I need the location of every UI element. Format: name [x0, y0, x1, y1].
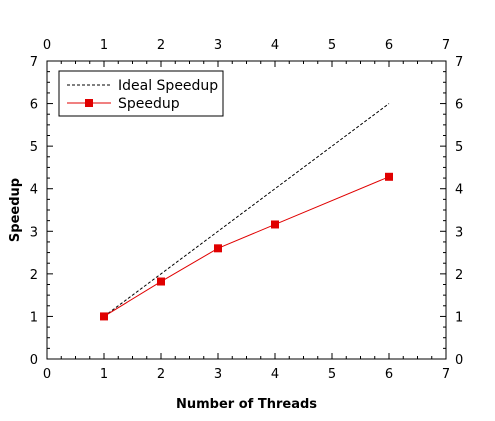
y-tick-label-right: 0: [455, 353, 463, 368]
axis-ticks: [46, 60, 447, 360]
y-tick-label-right: 7: [455, 55, 463, 70]
speedup-point: [385, 172, 393, 181]
x-tick-label-top: 4: [271, 38, 279, 53]
speedup-point: [271, 220, 279, 229]
x-axis-title: Number of Threads: [176, 397, 317, 412]
y-axis-title: Speedup: [8, 178, 23, 242]
legend-label-speedup: Speedup: [118, 96, 180, 112]
y-tick-label-left: 4: [30, 183, 38, 198]
x-tick-label-bottom: 7: [442, 367, 450, 382]
legend-label-ideal: Ideal Speedup: [118, 78, 218, 94]
y-tick-label-left: 0: [30, 353, 38, 368]
x-tick-label-top: 2: [157, 38, 165, 53]
x-tick-label-bottom: 6: [385, 367, 393, 382]
x-tick-label-top: 3: [214, 38, 222, 53]
y-tick-label-right: 6: [455, 98, 463, 113]
x-tick-label-bottom: 4: [271, 367, 279, 382]
x-tick-label-top: 1: [100, 38, 108, 53]
y-tick-label-left: 6: [30, 98, 38, 113]
y-tick-label-left: 1: [30, 310, 38, 325]
x-tick-label-bottom: 3: [214, 367, 222, 382]
series-line-speedup: [103, 176, 390, 317]
x-tick-label-top: 0: [43, 38, 51, 53]
series-line-ideal-speedup: [103, 103, 390, 317]
x-tick-label-top: 6: [385, 38, 393, 53]
y-tick-label-right: 4: [455, 183, 463, 198]
speedup-point: [100, 312, 108, 321]
y-tick-label-right: 5: [455, 140, 463, 155]
y-tick-label-left: 3: [30, 225, 38, 240]
speedup-point: [157, 277, 165, 286]
y-tick-label-right: 3: [455, 225, 463, 240]
y-tick-label-left: 7: [30, 55, 38, 70]
y-tick-label-left: 2: [30, 268, 38, 283]
y-tick-label-right: 1: [455, 310, 463, 325]
y-tick-label-left: 5: [30, 140, 38, 155]
legend-swatch-speedup-marker: [85, 99, 93, 107]
legend-box: [58, 70, 224, 117]
x-tick-label-top: 5: [328, 38, 336, 53]
series-layer: [100, 103, 393, 321]
y-tick-label-right: 2: [455, 268, 463, 283]
x-tick-label-top: 7: [442, 38, 450, 53]
x-tick-label-bottom: 2: [157, 367, 165, 382]
speedup-point: [214, 244, 222, 253]
x-tick-label-bottom: 5: [328, 367, 336, 382]
x-tick-label-bottom: 0: [43, 367, 51, 382]
x-tick-label-bottom: 1: [100, 367, 108, 382]
legend: Ideal Speedup Speedup: [58, 70, 224, 117]
